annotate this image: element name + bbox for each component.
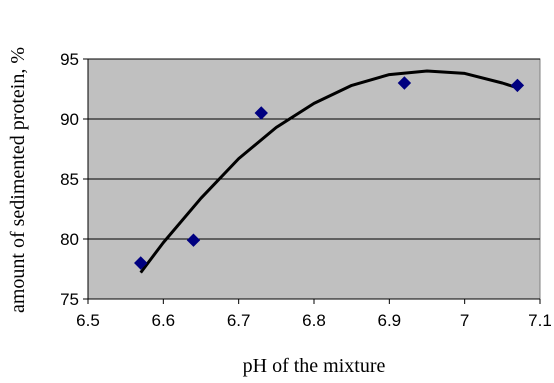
x-tick-label: 6.7 <box>227 311 251 330</box>
trendline-group <box>139 69 518 274</box>
x-tick-label: 6.6 <box>152 311 176 330</box>
gridlines <box>88 58 540 240</box>
x-axis-title: pH of the mixture <box>243 355 386 377</box>
x-tick-label: 6.9 <box>378 311 402 330</box>
trendline <box>139 69 518 274</box>
y-tick-label: 90 <box>60 110 79 129</box>
y-tick-label: 80 <box>60 230 79 249</box>
y-axis-title: amount of sedimented protein, % <box>7 47 29 313</box>
y-tick-label: 95 <box>60 50 79 69</box>
data-points <box>134 76 525 270</box>
data-point <box>254 106 268 120</box>
x-tick-label: 7.1 <box>528 311 552 330</box>
x-tick-label: 6.8 <box>302 311 326 330</box>
data-point <box>134 256 148 270</box>
x-tick-label: 6.5 <box>76 311 100 330</box>
data-point <box>186 233 201 247</box>
y-tick-label: 85 <box>60 170 79 189</box>
data-point <box>510 78 525 93</box>
data-point <box>397 76 412 90</box>
axes <box>83 58 541 304</box>
tick-labels: 75 80 85 90 95 6.5 6.6 6.7 6.8 6.9 7 7.1 <box>60 50 552 330</box>
x-tick-label: 7 <box>460 311 469 330</box>
y-tick-label: 75 <box>60 290 79 309</box>
